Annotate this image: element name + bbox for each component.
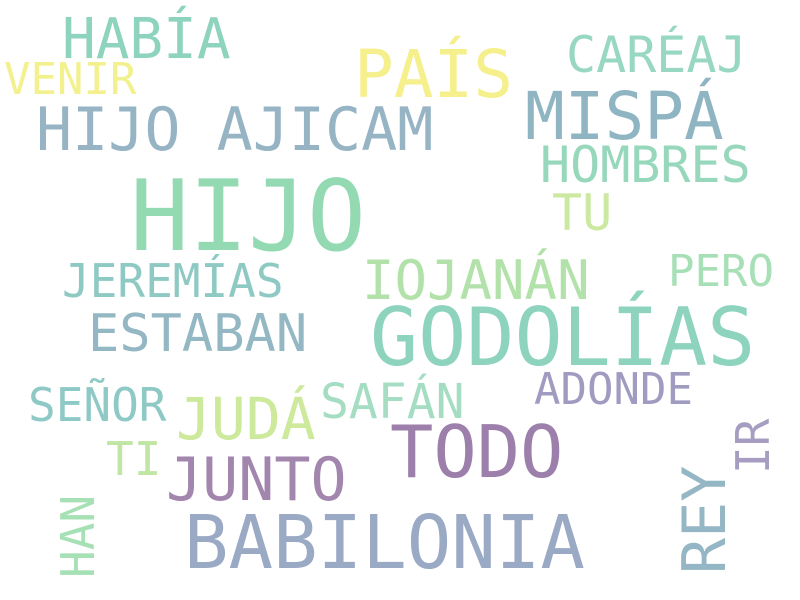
word-careaj: CARÉAJ: [566, 26, 747, 84]
word-godolias: GODOLÍAS: [370, 291, 756, 384]
word-ir: IR: [726, 418, 780, 474]
word-adonde: ADONDE: [534, 364, 693, 415]
word-han: HAN: [51, 494, 105, 578]
word-habia: HABÍA: [62, 7, 231, 72]
word-pero: PERO: [668, 246, 774, 297]
word-hombres: HOMBRES: [540, 136, 751, 194]
word-jeremias: JEREMÍAS: [62, 254, 284, 308]
word-rey: REY: [670, 465, 740, 574]
word-pais: PAÍS: [354, 36, 513, 113]
word-venir: VENIR: [4, 54, 137, 105]
word-mispa: MISPÁ: [525, 78, 724, 155]
word-junto: JUNTO: [166, 445, 347, 515]
word-senor: SEÑOR: [28, 378, 167, 432]
word-juda: JUDÁ: [176, 385, 316, 453]
word-todo: TODO: [390, 410, 564, 494]
word-babilonia: BABILONIA: [184, 500, 585, 586]
word-hijo-ajicam: HIJO AJICAM: [36, 95, 434, 165]
word-estaban: ESTABAN: [88, 304, 308, 364]
word-hijo: HIJO: [130, 160, 367, 274]
word-ti: TI: [106, 432, 162, 486]
word-iojanan: IOJANÁN: [362, 249, 590, 312]
word-tu: TU: [552, 184, 613, 242]
word-safan: SAFÁN: [320, 374, 465, 430]
